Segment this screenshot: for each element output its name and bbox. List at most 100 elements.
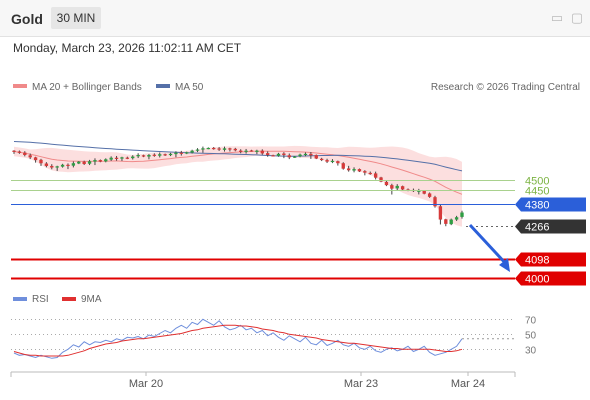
candle-body [293, 156, 297, 158]
candle [201, 146, 205, 153]
candle-body [71, 163, 76, 166]
support-tag-label: 4098 [525, 255, 549, 267]
candle-body [158, 154, 162, 156]
candle-body [260, 150, 264, 154]
current-tag-label: 4266 [525, 222, 549, 234]
support-tag-label: 4000 [525, 274, 549, 286]
candle-body [266, 153, 270, 155]
candle-body [33, 157, 38, 161]
level-4000: 4000 [11, 271, 586, 286]
candle-body [23, 152, 27, 155]
candle-body [309, 153, 313, 156]
candle-body [303, 153, 308, 156]
symbol-title: Gold [11, 11, 43, 27]
candle-body [28, 155, 32, 158]
candle-body [368, 172, 372, 175]
candle [449, 218, 453, 226]
candle-body [131, 156, 135, 159]
candle-body [427, 193, 432, 197]
candle [55, 165, 59, 171]
candle-body [87, 161, 92, 164]
candle-body [109, 157, 113, 160]
candle [395, 184, 399, 191]
candle-body [217, 148, 221, 150]
candle [98, 159, 103, 163]
maximize-icon[interactable]: ▢ [570, 10, 584, 25]
interval-selector[interactable]: 30 MIN [51, 7, 101, 29]
candle-body [93, 160, 97, 162]
candle [190, 149, 194, 154]
candle-body [77, 161, 81, 164]
candle-body [44, 163, 49, 166]
candle [303, 152, 308, 157]
x-tick-label: Mar 20 [129, 378, 163, 390]
candle-body [249, 150, 254, 152]
candle [417, 188, 421, 195]
candle-body [185, 152, 189, 154]
candle-body [449, 219, 453, 225]
level-4500: 4500 [11, 176, 549, 188]
candle [120, 156, 124, 161]
candle [141, 154, 146, 158]
candle [136, 153, 140, 159]
rsi-tick-label: 50 [525, 331, 537, 342]
candle-body [282, 153, 286, 155]
candle [174, 151, 178, 158]
support-tag [515, 252, 586, 267]
candle [438, 204, 443, 225]
candle-body [395, 185, 399, 189]
ma50-legend-swatch [156, 84, 170, 88]
candle [60, 163, 65, 168]
candle-body [147, 155, 151, 157]
candle [82, 160, 86, 165]
level-4266: 4266 [466, 219, 586, 234]
rsi-tick-label: 30 [525, 346, 537, 357]
candle [309, 152, 313, 159]
candle [158, 152, 162, 158]
candle-body [244, 150, 248, 152]
candle [239, 149, 243, 154]
candle-body [114, 157, 119, 159]
candle-body [60, 164, 65, 167]
candle [44, 162, 49, 168]
candle [287, 153, 291, 160]
candle-body [363, 171, 367, 173]
candle [249, 149, 254, 152]
rsi-ma-line [13, 324, 463, 357]
candle-body [417, 190, 421, 192]
candle [314, 154, 318, 160]
candle-body [228, 148, 232, 150]
candle-body [206, 147, 210, 150]
rsi-ma-legend-swatch [62, 297, 76, 301]
rsi-legend-label: RSI [32, 294, 49, 305]
candle [217, 147, 221, 151]
candle-body [190, 150, 194, 153]
candle [433, 195, 437, 208]
candle [66, 163, 70, 170]
candle [293, 155, 297, 158]
candle-body [163, 154, 167, 156]
support-tag [515, 271, 586, 286]
candle [233, 147, 237, 152]
candle-body [438, 206, 443, 220]
candle [298, 153, 302, 158]
candle-body [136, 155, 140, 157]
candle [131, 155, 135, 160]
candle [400, 185, 405, 191]
candle [352, 167, 356, 173]
minimize-icon[interactable]: ▭ [550, 10, 564, 25]
candle-body [352, 169, 356, 171]
rsi-line [13, 318, 463, 359]
candle-body [233, 148, 237, 151]
candle [77, 161, 81, 165]
candle-body [287, 155, 291, 158]
candle-body [152, 154, 157, 156]
level-4450: 4450 [11, 186, 549, 198]
candle-body [276, 153, 281, 156]
candle [104, 158, 108, 163]
candle [444, 218, 448, 227]
candle-body [12, 150, 16, 152]
candle [228, 147, 232, 152]
